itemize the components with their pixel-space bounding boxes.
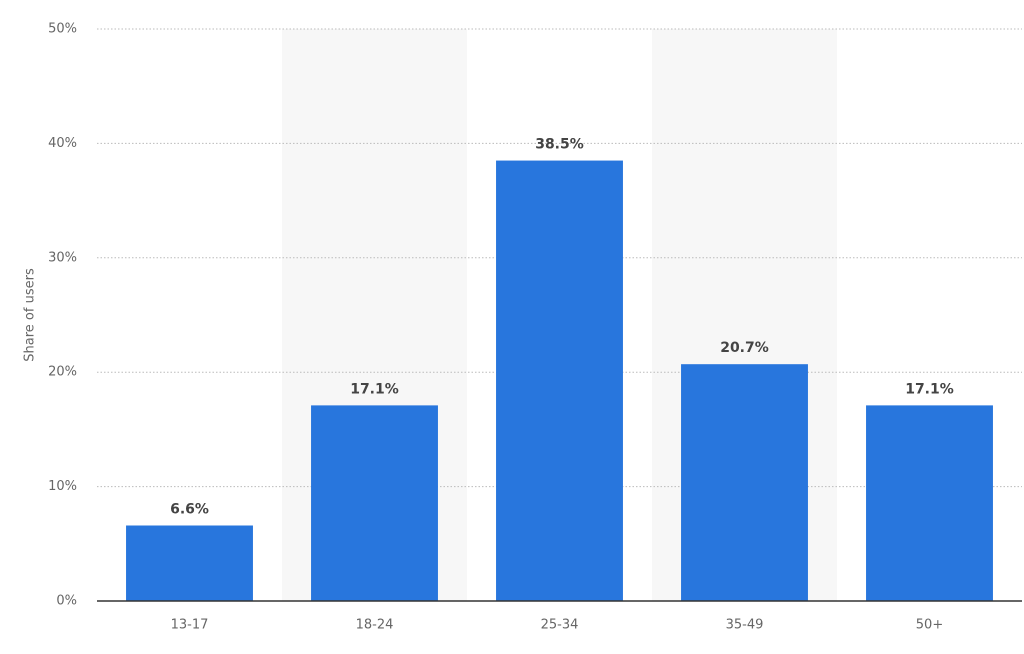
y-tick-label: 50% [48, 22, 77, 37]
y-axis-label: Share of users [23, 268, 38, 362]
bar [311, 405, 438, 601]
value-label: 38.5% [535, 137, 584, 153]
y-tick-label: 30% [48, 250, 77, 265]
bar [866, 405, 993, 601]
bar [496, 160, 623, 601]
x-tick-label: 50+ [916, 618, 943, 633]
y-tick-label: 20% [48, 365, 77, 380]
x-tick-label: 35-49 [726, 618, 764, 633]
value-label: 6.6% [170, 501, 209, 517]
x-tick-label: 13-17 [171, 618, 209, 633]
value-label: 20.7% [720, 340, 769, 356]
value-label: 17.1% [905, 381, 954, 397]
y-tick-label: 40% [48, 136, 77, 151]
bar [681, 364, 808, 601]
y-tick-label: 0% [56, 594, 77, 609]
y-tick-label: 10% [48, 479, 77, 494]
x-tick-label: 18-24 [356, 618, 394, 633]
bar [126, 525, 253, 601]
value-label: 17.1% [350, 381, 399, 397]
x-tick-label: 25-34 [541, 618, 579, 633]
